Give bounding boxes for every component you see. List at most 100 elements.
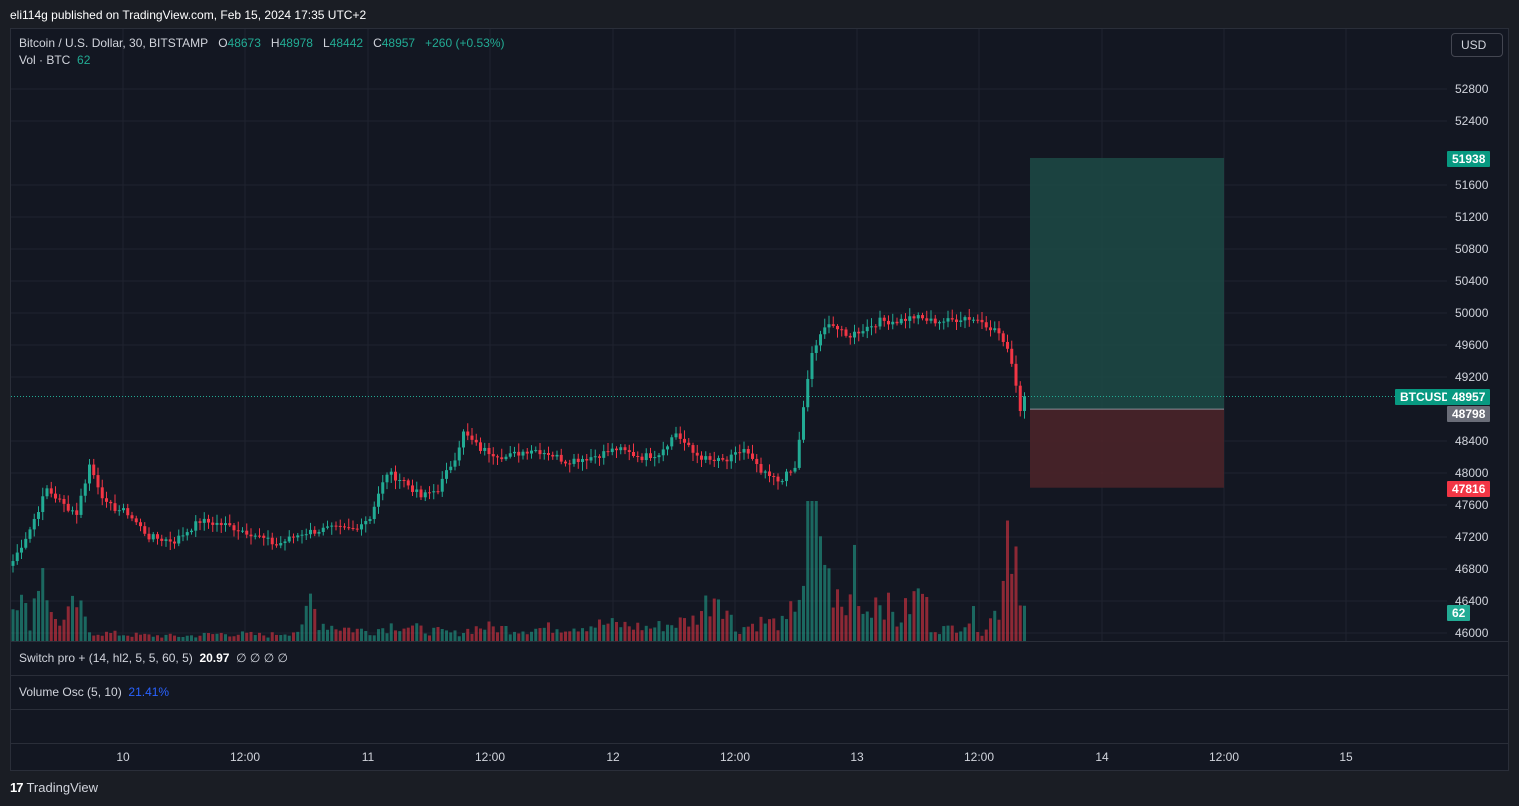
- candle-body: [156, 534, 159, 539]
- stop-price-tag: 47816: [1447, 481, 1491, 497]
- candle-body: [759, 464, 763, 473]
- high-label: H: [270, 36, 280, 50]
- volume-osc-label[interactable]: Volume Osc (5, 10): [19, 685, 122, 699]
- volume-bar: [20, 594, 23, 641]
- candle-body: [300, 534, 304, 536]
- volume-bar: [419, 625, 423, 641]
- volume-bar: [177, 636, 181, 641]
- time-axis-label: 10: [116, 750, 130, 764]
- candle-body: [891, 321, 895, 325]
- volume-bar: [623, 621, 627, 641]
- volume-label[interactable]: Vol · BTC: [19, 53, 71, 67]
- candle-body: [959, 320, 963, 322]
- symbol-legend: Bitcoin / U.S. Dollar, 30, BITSTAMP O486…: [19, 36, 505, 50]
- candle-body: [32, 518, 36, 530]
- volume-bar: [491, 626, 495, 641]
- candle-body: [980, 319, 984, 323]
- candle-body: [525, 451, 529, 454]
- volume-bar: [49, 612, 53, 641]
- volume-bar: [525, 634, 529, 641]
- candle-body: [619, 447, 623, 451]
- candle-body: [938, 322, 941, 324]
- candle-body: [500, 457, 504, 460]
- pane-separator[interactable]: [11, 675, 1508, 676]
- tradingview-logo-icon[interactable]: 17: [10, 780, 24, 795]
- candle-body: [581, 459, 584, 462]
- currency-button[interactable]: USD: [1451, 33, 1503, 57]
- candle-body: [963, 317, 967, 321]
- volume-bar: [844, 615, 848, 641]
- price-axis-label: 49200: [1455, 370, 1489, 384]
- price-axis-label: 50400: [1455, 274, 1489, 288]
- volume-bar: [802, 585, 805, 641]
- volume-value: 62: [77, 53, 91, 67]
- volume-bar: [674, 627, 678, 641]
- pane-separator[interactable]: [11, 709, 1508, 710]
- volume-bar: [88, 632, 91, 641]
- target-zone: [1030, 157, 1224, 410]
- volume-bar: [190, 635, 193, 641]
- candle-body: [623, 447, 627, 451]
- chart-frame[interactable]: 52800 52400 51600 51200 50800 50400 50000 49600…: [10, 28, 1509, 771]
- volume-bar: [666, 624, 669, 641]
- candle-body: [432, 491, 436, 493]
- volume-bar: [908, 614, 912, 641]
- price-axis-label: 50800: [1455, 242, 1489, 256]
- volume-bar: [326, 629, 329, 641]
- candle-body: [661, 449, 665, 456]
- candle-body: [976, 319, 980, 321]
- chart-canvas[interactable]: 52800 52400 51600 51200 50800 50400 50000 49600…: [11, 29, 1508, 770]
- symbol-name[interactable]: Bitcoin / U.S. Dollar, 30, BITSTAMP: [19, 36, 209, 50]
- candle-body: [58, 498, 62, 500]
- volume-bar: [861, 613, 865, 641]
- volume-bar: [334, 629, 338, 641]
- candle-body: [534, 450, 538, 452]
- pane-separator[interactable]: [11, 641, 1508, 642]
- volume-bar: [389, 623, 393, 641]
- footer-brand[interactable]: TradingView: [26, 780, 99, 795]
- candle-body: [317, 531, 321, 534]
- candle-body: [483, 447, 487, 451]
- candle-body: [474, 439, 478, 443]
- volume-bar: [139, 634, 142, 641]
- volume-bar: [292, 632, 295, 641]
- switch-pro-label[interactable]: Switch pro + (14, hl2, 5, 5, 60, 5): [19, 651, 193, 665]
- candle-body: [674, 433, 678, 438]
- price-axis-label: 51200: [1455, 210, 1489, 224]
- candle-body: [521, 451, 525, 456]
- candle-body: [11, 561, 15, 566]
- time-axis-label: 12:00: [230, 750, 260, 764]
- candle-body: [249, 534, 253, 537]
- volume-bar: [317, 630, 321, 641]
- candle-body: [772, 476, 776, 478]
- volume-bar: [721, 618, 725, 641]
- candle-body: [181, 535, 185, 537]
- volume-bar: [972, 606, 975, 641]
- price-axis-label: 47200: [1455, 530, 1489, 544]
- candle-body: [385, 474, 389, 483]
- volume-bar: [547, 622, 550, 641]
- candle-body: [330, 525, 334, 527]
- candle-body: [615, 448, 618, 451]
- candle-body: [54, 493, 57, 499]
- volume-osc-value: 21.41%: [128, 685, 170, 699]
- switch-pro-extra: ∅ ∅ ∅ ∅: [236, 651, 288, 665]
- volume-bar: [967, 623, 971, 641]
- candle-body: [887, 320, 890, 325]
- volume-bar: [262, 635, 266, 641]
- volume-bar: [899, 622, 903, 641]
- volume-bar: [615, 621, 618, 641]
- volume-bar: [92, 635, 96, 641]
- high-value: 48978: [279, 36, 313, 50]
- price-axis-label: 51600: [1455, 178, 1489, 192]
- volume-bar: [925, 597, 929, 641]
- candle-body: [406, 480, 410, 486]
- volume-bar: [1023, 605, 1026, 641]
- volume-bar: [717, 599, 720, 641]
- volume-bar: [640, 630, 644, 641]
- candle-body: [66, 503, 70, 511]
- volume-bar: [725, 610, 729, 641]
- volume-bar: [564, 631, 567, 641]
- volume-bar: [185, 635, 189, 641]
- candle-body: [347, 527, 351, 529]
